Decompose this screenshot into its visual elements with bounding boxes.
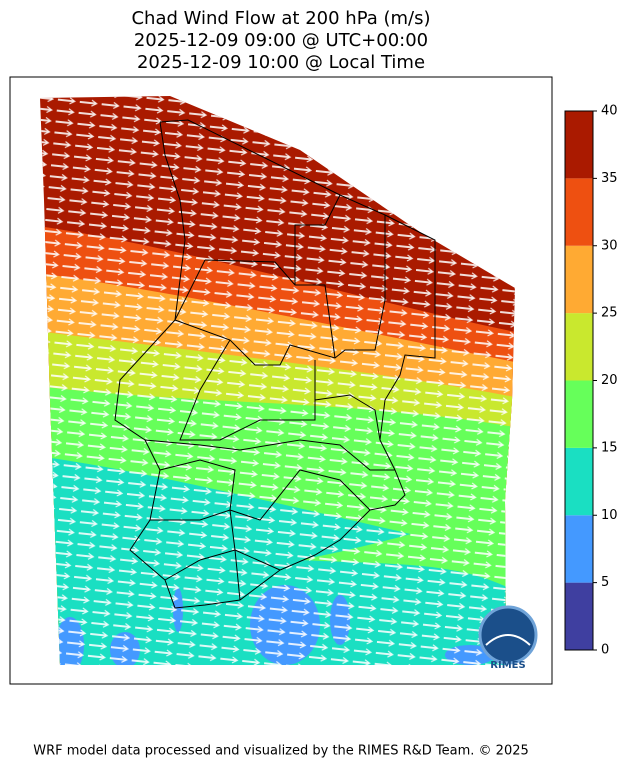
logo: RIMES bbox=[478, 605, 538, 671]
colorbar-segment bbox=[565, 582, 593, 650]
region-border bbox=[314, 394, 381, 441]
colorbar-tick-label: 35 bbox=[601, 171, 618, 186]
region-border bbox=[294, 194, 341, 285]
region-border bbox=[164, 549, 241, 601]
logo-wave bbox=[485, 634, 531, 646]
region-border bbox=[179, 339, 316, 441]
colorbar-segment bbox=[565, 245, 593, 314]
colorbar-segment bbox=[565, 178, 593, 246]
colorbar-tick-label: 40 bbox=[601, 104, 618, 119]
logo-text: RIMES bbox=[490, 660, 525, 671]
country-border bbox=[114, 119, 436, 609]
colorbar-tick-label: 10 bbox=[601, 508, 618, 523]
title-line: Chad Wind Flow at 200 hPa (m/s) bbox=[131, 8, 430, 29]
region-border bbox=[174, 259, 206, 321]
colorbar-tick-label: 0 bbox=[601, 643, 609, 658]
title-line: 2025-12-09 10:00 @ Local Time bbox=[137, 52, 425, 73]
colorbar-tick-label: 5 bbox=[601, 575, 609, 590]
colorbar: 0 5 10 15 20 25 30 35 40 bbox=[564, 104, 618, 658]
footer: WRF model data processed and visualized … bbox=[33, 744, 529, 759]
colorbar-tick-label: 30 bbox=[601, 238, 618, 253]
colorbar-tick-label: 25 bbox=[601, 306, 618, 321]
title-line: 2025-12-09 09:00 @ UTC+00:00 bbox=[134, 30, 428, 51]
colorbar-segment bbox=[565, 447, 593, 516]
colorbar-segment bbox=[565, 380, 593, 448]
colorbar-segment bbox=[565, 313, 593, 381]
colorbar-segment bbox=[565, 515, 593, 583]
colorbar-tick-label: 15 bbox=[601, 440, 618, 455]
colorbar-tick-label: 20 bbox=[601, 373, 618, 388]
region-border bbox=[144, 439, 395, 471]
borders bbox=[114, 119, 436, 609]
region-border bbox=[150, 509, 281, 571]
region-border bbox=[159, 459, 371, 521]
wind-field bbox=[40, 96, 515, 665]
colorbar-segment bbox=[565, 111, 593, 179]
region-border bbox=[174, 215, 386, 366]
